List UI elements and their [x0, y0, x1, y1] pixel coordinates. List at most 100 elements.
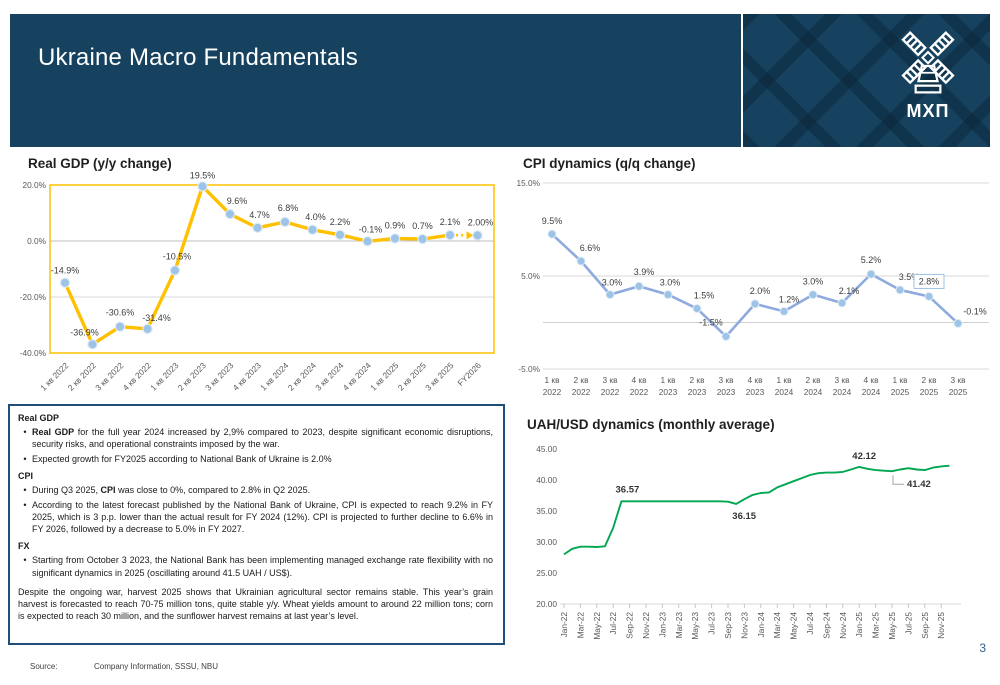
notes-box: Real GDP • Real GDP for the full year 2024… [8, 404, 505, 645]
svg-text:Mar-24: Mar-24 [772, 612, 782, 639]
svg-text:3.0%: 3.0% [602, 278, 623, 288]
svg-text:Sep-24: Sep-24 [821, 612, 831, 639]
svg-text:1 кв 2023: 1 кв 2023 [148, 360, 181, 393]
svg-text:3.0%: 3.0% [803, 277, 824, 287]
svg-text:-10.5%: -10.5% [163, 251, 192, 261]
svg-text:Jul-22: Jul-22 [608, 612, 618, 635]
svg-text:4.0%: 4.0% [305, 212, 326, 222]
svg-text:-5.0%: -5.0% [518, 364, 540, 374]
svg-text:4.7%: 4.7% [249, 210, 270, 220]
svg-text:Nov-22: Nov-22 [641, 612, 651, 639]
source-value: Company Information, SSSU, NBU [94, 662, 219, 671]
svg-text:3.0%: 3.0% [660, 278, 681, 288]
svg-text:19.5%: 19.5% [190, 170, 216, 180]
svg-text:Mar-25: Mar-25 [871, 612, 881, 639]
header-pattern-panel: МХП [741, 14, 990, 147]
svg-text:Mar-22: Mar-22 [575, 612, 585, 639]
svg-text:4 кв 2022: 4 кв 2022 [121, 360, 154, 393]
gdp-chart: Real GDP (y/y change) 20.0% 0.0% -20.0% -40… [12, 152, 508, 402]
svg-text:2 кв 2024: 2 кв 2024 [286, 360, 319, 393]
svg-text:-20.0%: -20.0% [20, 292, 47, 302]
svg-text:2.2%: 2.2% [330, 217, 351, 227]
svg-text:0.0%: 0.0% [27, 236, 47, 246]
slide-title: Ukraine Macro Fundamentals [38, 44, 359, 71]
svg-text:Nov-24: Nov-24 [838, 612, 848, 639]
svg-text:Jan-22: Jan-22 [559, 612, 569, 638]
svg-text:Sep-22: Sep-22 [625, 612, 635, 639]
svg-text:6.6%: 6.6% [580, 243, 601, 253]
svg-text:Jan-23: Jan-23 [657, 612, 667, 638]
uah-usd-chart-title: UAH/USD dynamics (monthly average) [527, 417, 775, 432]
svg-text:0.7%: 0.7% [412, 221, 433, 231]
svg-text:1.2%: 1.2% [779, 294, 800, 304]
source-line: Source: Company Information, SSSU, NBU [30, 662, 218, 671]
note-section-heading: Real GDP [18, 413, 60, 423]
mhp-windmill-logo-icon [901, 31, 955, 94]
source-label: Source: [30, 662, 58, 671]
svg-text:3.5%: 3.5% [899, 272, 920, 282]
svg-text:May-23: May-23 [690, 612, 700, 640]
svg-text:3 кв 2023: 3 кв 2023 [203, 360, 236, 393]
svg-text:-0.1%: -0.1% [359, 224, 383, 234]
svg-text:36.57: 36.57 [616, 484, 640, 495]
svg-text:-36.9%: -36.9% [70, 327, 99, 337]
cpi-chart-title: CPI dynamics (q/q change) [523, 156, 696, 171]
svg-text:1 кв 2025: 1 кв 2025 [368, 360, 401, 393]
svg-text:42.12: 42.12 [852, 451, 876, 462]
svg-text:1 кв 2022: 1 кв 2022 [38, 360, 71, 393]
svg-text:41.42: 41.42 [907, 479, 931, 490]
svg-text:15.0%: 15.0% [516, 178, 540, 188]
svg-text:May-25: May-25 [887, 612, 897, 640]
svg-text:4 кв 2023: 4 кв 2023 [231, 360, 264, 393]
note-section-heading: CPI [18, 471, 34, 482]
svg-text:45.00: 45.00 [536, 444, 557, 454]
page-number: 3 [979, 641, 986, 655]
svg-text:4 кв 2024: 4 кв 2024 [341, 360, 374, 393]
svg-text:FY2026: FY2026 [455, 360, 483, 388]
note-section-heading: FX [18, 541, 30, 552]
svg-text:2 кв 2023: 2 кв 2023 [176, 360, 209, 393]
svg-text:6.8%: 6.8% [278, 203, 299, 213]
svg-text:Jul-24: Jul-24 [805, 612, 815, 635]
svg-text:30.00: 30.00 [536, 537, 557, 547]
svg-text:20.00: 20.00 [536, 599, 557, 609]
note-bullet: • Expected growth for FY2025 according to… [23, 454, 332, 465]
svg-text:3 кв 2024: 3 кв 2024 [313, 360, 346, 393]
svg-text:2.1%: 2.1% [839, 286, 860, 296]
gdp-chart-title: Real GDP (y/y change) [28, 156, 172, 171]
mhp-logo: МХП [884, 24, 972, 122]
svg-text:35.00: 35.00 [536, 506, 557, 516]
mhp-logo-text: МХП [906, 101, 950, 121]
header-banner: Ukraine Macro Fundamentals [10, 14, 990, 147]
svg-text:Jan-25: Jan-25 [854, 612, 864, 638]
svg-text:0.9%: 0.9% [385, 220, 406, 230]
svg-text:5.2%: 5.2% [861, 255, 882, 265]
svg-text:9.5%: 9.5% [542, 216, 563, 226]
svg-text:3.9%: 3.9% [634, 267, 655, 277]
svg-text:Nov-25: Nov-25 [936, 612, 946, 639]
svg-text:-0.1%: -0.1% [963, 306, 987, 316]
svg-text:1 кв 2024: 1 кв 2024 [258, 360, 291, 393]
note-bullet: • Starting from October 3 2023, the Natio… [23, 555, 493, 578]
svg-text:Jul-23: Jul-23 [707, 612, 717, 635]
svg-text:-40.0%: -40.0% [20, 348, 47, 358]
svg-text:5.0%: 5.0% [521, 271, 541, 281]
svg-text:1.5%: 1.5% [694, 291, 715, 301]
svg-text:May-24: May-24 [789, 612, 799, 640]
svg-text:36.15: 36.15 [732, 511, 756, 522]
